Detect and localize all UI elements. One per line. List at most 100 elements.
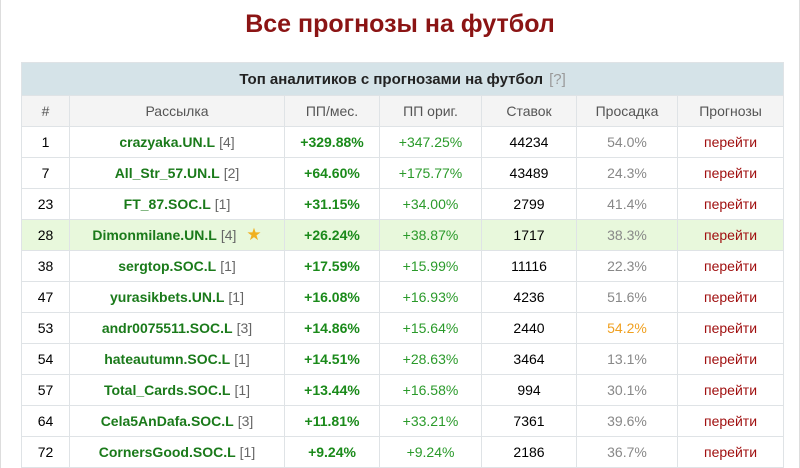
analysts-table: Топ аналитиков с прогнозами на футбол [?]…: [20, 62, 785, 468]
analyst-name[interactable]: CornersGood.SOC.L: [98, 444, 236, 460]
forecast-count: [1]: [234, 382, 251, 398]
rank: 72: [21, 436, 70, 468]
forecasts-link[interactable]: перейти: [704, 351, 758, 367]
analyst-name[interactable]: All_Str_57.UN.L: [114, 165, 220, 181]
profit-orig: +15.99%: [379, 250, 482, 282]
link-cell: перейти: [676, 188, 785, 220]
name-cell: crazyaka.UN.L [4]: [69, 126, 285, 158]
rank: 7: [21, 157, 70, 189]
name-cell: andr0075511.SOC.L [3]: [69, 312, 285, 344]
profit-month: +17.59%: [284, 250, 380, 282]
forecasts-link[interactable]: перейти: [704, 165, 758, 181]
forecast-count: [3]: [236, 320, 253, 336]
forecasts-link[interactable]: перейти: [704, 196, 758, 212]
profit-orig: +16.58%: [379, 374, 482, 406]
forecasts-link[interactable]: перейти: [704, 382, 758, 398]
link-cell: перейти: [676, 281, 785, 313]
column-header: Просадка: [576, 95, 678, 127]
drawdown: 54.0%: [576, 126, 678, 158]
column-header: ПП/мес.: [284, 95, 380, 127]
profit-orig: +34.00%: [379, 188, 482, 220]
forecasts-link[interactable]: перейти: [704, 258, 758, 274]
name-cell: Total_Cards.SOC.L [1]: [69, 374, 285, 406]
drawdown: 39.6%: [576, 405, 678, 437]
forecasts-link[interactable]: перейти: [704, 289, 758, 305]
forecast-count: [1]: [234, 351, 250, 367]
caption-row: Топ аналитиков с прогнозами на футбол [?]: [20, 62, 785, 96]
name-cell: yurasikbets.UN.L [1]: [69, 281, 285, 313]
profit-month: +13.44%: [284, 374, 380, 406]
analyst-name[interactable]: yurasikbets.UN.L: [110, 289, 225, 305]
name-cell: Dimonmilane.UN.L [4] ★: [69, 219, 285, 251]
bets: 3464: [481, 343, 577, 375]
forecasts-link[interactable]: перейти: [704, 227, 758, 243]
drawdown: 54.2%: [576, 312, 678, 344]
forecasts-link[interactable]: перейти: [704, 134, 758, 150]
column-header: Прогнозы: [676, 95, 785, 127]
profit-orig: +175.77%: [379, 157, 482, 189]
rank: 64: [21, 405, 70, 437]
drawdown: 24.3%: [576, 157, 678, 189]
rank: 57: [21, 374, 70, 406]
bets: 11116: [481, 250, 577, 282]
profit-month: +9.24%: [284, 436, 380, 468]
name-cell: All_Str_57.UN.L [2]: [69, 157, 285, 189]
forecast-count: [3]: [237, 413, 254, 429]
bets: 2186: [481, 436, 577, 468]
analyst-name[interactable]: andr0075511.SOC.L: [101, 320, 233, 336]
name-cell: sergtop.SOC.L [1]: [69, 250, 285, 282]
analyst-name[interactable]: crazyaka.UN.L: [119, 134, 216, 150]
analyst-row: 38 sergtop.SOC.L [1] +17.59% +15.99% 11116 22.…: [21, 250, 785, 282]
bets: 4236: [481, 281, 577, 313]
forecasts-link[interactable]: перейти: [704, 413, 758, 429]
profit-month: +26.24%: [284, 219, 380, 251]
analyst-row: 54 hateautumn.SOC.L [1] +14.51% +28.63% 3464 1…: [21, 343, 785, 375]
profit-month: +11.81%: [284, 405, 380, 437]
analyst-name[interactable]: Dimonmilane.UN.L: [92, 227, 217, 243]
analyst-name[interactable]: Total_Cards.SOC.L: [103, 382, 231, 398]
profit-month: +14.51%: [284, 343, 380, 375]
page-title: Все прогнозы на футбол: [245, 10, 555, 38]
forecasts-link[interactable]: перейти: [704, 444, 758, 460]
column-header: #: [21, 95, 70, 127]
column-header: Рассылка: [69, 95, 285, 127]
column-header: Ставок: [481, 95, 577, 127]
forecast-count: [2]: [223, 165, 240, 181]
profit-orig: +38.87%: [379, 219, 482, 251]
forecast-count: [1]: [228, 289, 244, 305]
link-cell: перейти: [676, 405, 785, 437]
caption: Топ аналитиков с прогнозами на футбол [?]: [20, 62, 785, 96]
profit-orig: +9.24%: [379, 436, 482, 468]
analyst-row: 57 Total_Cards.SOC.L [1] +13.44% +16.58% 994 3…: [21, 374, 785, 406]
help-link[interactable]: [?]: [549, 70, 566, 88]
rank: 28: [21, 219, 70, 251]
profit-orig: +15.64%: [379, 312, 482, 344]
column-header: ПП ориг.: [379, 95, 482, 127]
profit-orig: +16.93%: [379, 281, 482, 313]
bets: 994: [481, 374, 577, 406]
link-cell: перейти: [676, 219, 785, 251]
analyst-name[interactable]: Cela5AnDafa.SOC.L: [100, 413, 234, 429]
link-cell: перейти: [676, 312, 785, 344]
forecasts-link[interactable]: перейти: [704, 320, 758, 336]
drawdown: 38.3%: [576, 219, 678, 251]
name-cell: FT_87.SOC.L [1]: [69, 188, 285, 220]
bets: 44234: [481, 126, 577, 158]
link-cell: перейти: [676, 374, 785, 406]
drawdown: 13.1%: [576, 343, 678, 375]
link-cell: перейти: [676, 436, 785, 468]
profit-month: +16.08%: [284, 281, 380, 313]
drawdown: 30.1%: [576, 374, 678, 406]
forecast-count: [1]: [220, 258, 236, 274]
header-row: # Рассылка ПП/мес. ПП ориг. Ставок Просадка Пр…: [21, 95, 785, 127]
forecast-count: [1]: [239, 444, 256, 460]
analyst-name[interactable]: sergtop.SOC.L: [118, 258, 217, 274]
drawdown: 22.3%: [576, 250, 678, 282]
analyst-row: 28 Dimonmilane.UN.L [4] ★ +26.24% +38.87% 1717…: [21, 219, 785, 251]
link-cell: перейти: [676, 157, 785, 189]
bets: 7361: [481, 405, 577, 437]
analyst-row: 53 andr0075511.SOC.L [3] +14.86% +15.64% 2440…: [21, 312, 785, 344]
analyst-name[interactable]: FT_87.SOC.L: [123, 196, 211, 212]
analyst-name[interactable]: hateautumn.SOC.L: [104, 351, 231, 367]
